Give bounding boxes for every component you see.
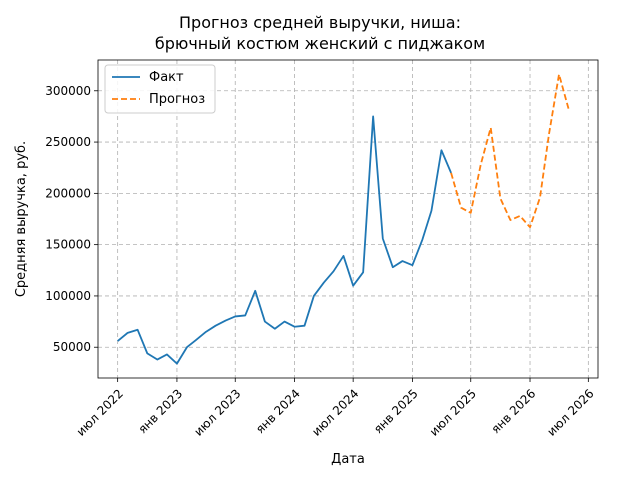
x-axis-label: Дата: [331, 452, 365, 467]
plot-frame: [97, 59, 599, 379]
y-tick-label: 300000: [45, 84, 91, 98]
y-tick-label: 150000: [45, 238, 91, 252]
series-line-forecast: [450, 73, 570, 229]
legend-label-forecast: Прогноз: [149, 92, 205, 107]
legend: Факт Прогноз: [104, 64, 216, 114]
legend-label-fact: Факт: [149, 70, 184, 85]
y-tick-label: 100000: [45, 289, 91, 303]
series-line-fact: [117, 115, 452, 365]
y-axis-label: Средняя выручка, руб.: [14, 141, 29, 297]
y-axis-ticks: 50000 100000 150000 200000 250000 300000: [45, 84, 98, 354]
y-tick-label: 200000: [45, 186, 91, 200]
y-tick-label: 50000: [53, 340, 91, 354]
y-tick-label: 250000: [45, 135, 91, 149]
chart-title: Прогноз средней выручки, ниша: брючный ко…: [155, 13, 485, 53]
series-layer: [117, 73, 570, 365]
